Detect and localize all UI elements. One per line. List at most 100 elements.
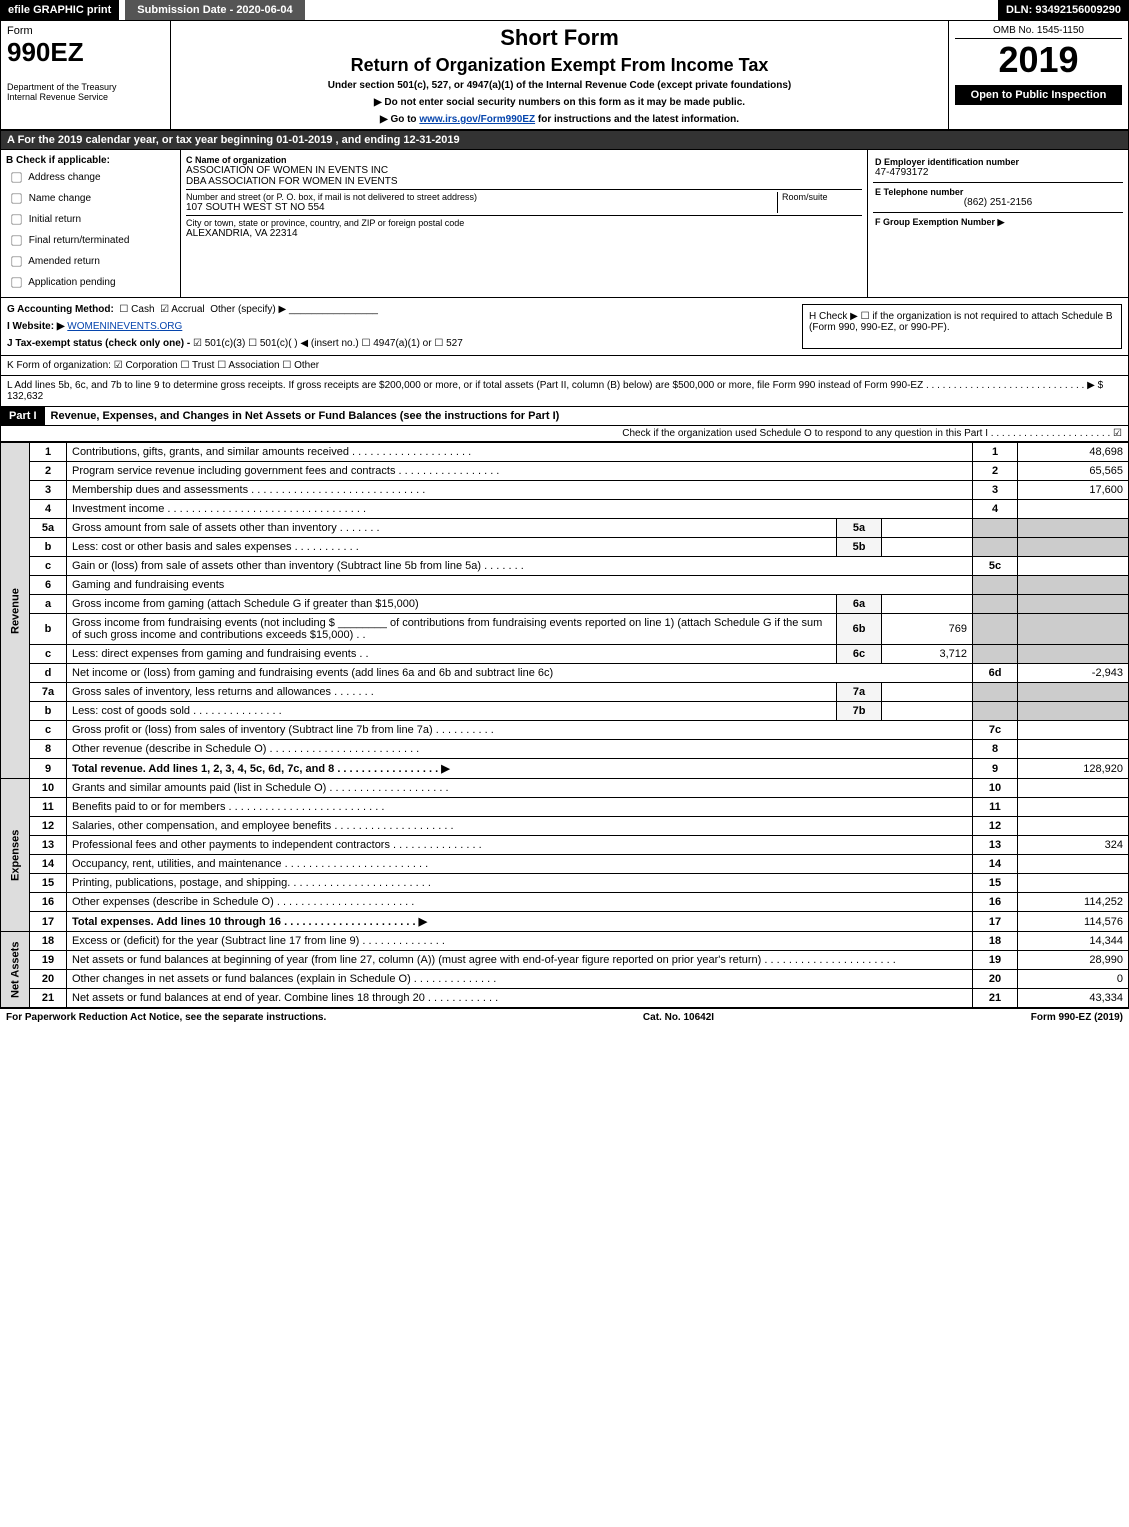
line-value: 324 (1018, 836, 1129, 855)
line-desc: Excess or (deficit) for the year (Subtra… (67, 932, 973, 951)
col-number: 14 (973, 855, 1018, 874)
sub-value (882, 519, 973, 538)
paperwork-reduction-notice: For Paperwork Reduction Act Notice, see … (6, 1012, 326, 1023)
sub-value: 769 (882, 614, 973, 645)
checkbox-address-change[interactable] (11, 172, 21, 182)
sub-number: 6c (837, 645, 882, 664)
line-desc: Gain or (loss) from sale of assets other… (67, 557, 973, 576)
col-number: 17 (973, 912, 1018, 932)
sub-value: 3,712 (882, 645, 973, 664)
tax-year: 2019 (955, 39, 1122, 81)
line-desc: Membership dues and assessments . . . . … (67, 481, 973, 500)
shaded-cell (1018, 519, 1129, 538)
line-value: 0 (1018, 970, 1129, 989)
form-version: Form 990-EZ (2019) (1031, 1012, 1123, 1023)
line-desc: Net assets or fund balances at end of ye… (67, 989, 973, 1008)
checkbox-amended-return[interactable] (11, 256, 21, 266)
j-527: 527 (446, 338, 463, 349)
line-value: 114,576 (1018, 912, 1129, 932)
i-website-label: I Website: ▶ (7, 321, 65, 332)
city-state-zip: ALEXANDRIA, VA 22314 (186, 228, 862, 239)
section-b-checklist: B Check if applicable: Address change Na… (1, 150, 181, 297)
col-number: 7c (973, 721, 1018, 740)
line-desc: Investment income . . . . . . . . . . . … (67, 500, 973, 519)
website-link[interactable]: WOMENINEVENTS.ORG (67, 321, 182, 332)
checkbox-initial-return[interactable] (11, 214, 21, 224)
checkbox-application-pending[interactable] (11, 277, 21, 287)
accounting-website-block: G Accounting Method: ☐ Cash ☑ Accrual Ot… (0, 298, 1129, 356)
irs-link[interactable]: www.irs.gov/Form990EZ (419, 114, 535, 125)
room-suite-label: Room/suite (782, 192, 862, 202)
col-number: 6d (973, 664, 1018, 683)
col-number: 11 (973, 798, 1018, 817)
j-tax-exempt-label: J Tax-exempt status (check only one) - (7, 338, 190, 349)
line-value (1018, 500, 1129, 519)
line-value (1018, 874, 1129, 893)
sub-number: 5a (837, 519, 882, 538)
line-desc: Total expenses. Add lines 10 through 16 … (67, 912, 973, 932)
checkbox-name-change[interactable] (11, 193, 21, 203)
line-value (1018, 721, 1129, 740)
b-item-application-pending: Application pending (28, 277, 115, 288)
phone-value: (862) 251-2156 (875, 197, 1121, 208)
short-form-title: Short Form (177, 25, 942, 51)
col-number: 10 (973, 779, 1018, 798)
line-desc: Program service revenue including govern… (67, 462, 973, 481)
sub-value (882, 683, 973, 702)
col-number: 5c (973, 557, 1018, 576)
d-ein-label: D Employer identification number (875, 157, 1121, 167)
line-desc: Net assets or fund balances at beginning… (67, 951, 973, 970)
line-desc: Less: direct expenses from gaming and fu… (67, 645, 837, 664)
col-number: 4 (973, 500, 1018, 519)
no-ssn-warning: ▶ Do not enter social security numbers o… (177, 97, 942, 108)
line-value (1018, 779, 1129, 798)
sub-number: 5b (837, 538, 882, 557)
page-footer: For Paperwork Reduction Act Notice, see … (0, 1008, 1129, 1026)
street-address: 107 SOUTH WEST ST NO 554 (186, 202, 777, 213)
col-number: 1 (973, 443, 1018, 462)
col-number: 20 (973, 970, 1018, 989)
sub-number: 6b (837, 614, 882, 645)
g-cash: Cash (131, 304, 154, 315)
efile-graphic-print[interactable]: efile GRAPHIC print (0, 0, 119, 20)
line-value: 43,334 (1018, 989, 1129, 1008)
col-number: 15 (973, 874, 1018, 893)
ein-value: 47-4793172 (875, 167, 1121, 178)
line-desc: Benefits paid to or for members . . . . … (67, 798, 973, 817)
line-desc: Contributions, gifts, grants, and simila… (67, 443, 973, 462)
line-value: -2,943 (1018, 664, 1129, 683)
sub-number: 7a (837, 683, 882, 702)
expenses-side-label: Expenses (1, 779, 30, 932)
org-dba: DBA ASSOCIATION FOR WOMEN IN EVENTS (186, 176, 862, 187)
checkbox-final-return[interactable] (11, 235, 21, 245)
open-to-public-badge: Open to Public Inspection (955, 85, 1122, 105)
j-4947: 4947(a)(1) or (373, 338, 431, 349)
b-label: B Check if applicable: (6, 155, 175, 166)
line-desc: Gross income from gaming (attach Schedul… (67, 595, 837, 614)
form-word: Form (7, 25, 164, 37)
part-i-badge: Part I (1, 407, 45, 425)
line-desc: Grants and similar amounts paid (list in… (67, 779, 973, 798)
submission-date-badge: Submission Date - 2020-06-04 (125, 0, 304, 20)
part-i-title: Revenue, Expenses, and Changes in Net As… (45, 407, 1128, 425)
goto-instructions: ▶ Go to www.irs.gov/Form990EZ for instru… (177, 114, 942, 125)
line-value: 17,600 (1018, 481, 1129, 500)
line-value: 65,565 (1018, 462, 1129, 481)
g-other: Other (specify) ▶ (210, 304, 286, 315)
col-number: 19 (973, 951, 1018, 970)
e-phone-label: E Telephone number (875, 187, 1121, 197)
line-desc: Gross amount from sale of assets other t… (67, 519, 837, 538)
line-value (1018, 740, 1129, 759)
b-item-address-change: Address change (28, 172, 100, 183)
b-item-initial-return: Initial return (29, 214, 81, 225)
col-number: 9 (973, 759, 1018, 779)
line-desc: Less: cost of goods sold . . . . . . . .… (67, 702, 837, 721)
org-name: ASSOCIATION OF WOMEN IN EVENTS INC (186, 165, 862, 176)
sub-value (882, 595, 973, 614)
line-desc: Occupancy, rent, utilities, and maintena… (67, 855, 973, 874)
line-value: 114,252 (1018, 893, 1129, 912)
street-label: Number and street (or P. O. box, if mail… (186, 192, 777, 202)
line-desc: Less: cost or other basis and sales expe… (67, 538, 837, 557)
col-number: 13 (973, 836, 1018, 855)
line-desc: Gaming and fundraising events (67, 576, 973, 595)
